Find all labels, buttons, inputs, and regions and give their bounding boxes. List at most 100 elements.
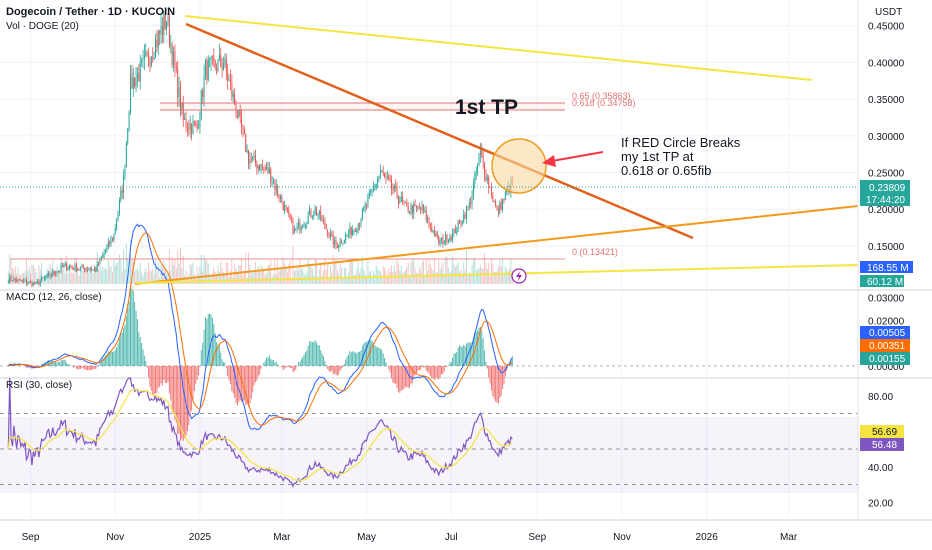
volume-bar — [434, 258, 436, 284]
macd-hist-bar — [389, 365, 391, 373]
candle-body — [275, 185, 277, 190]
candle-body — [445, 234, 447, 242]
macd-hist-bar — [470, 343, 472, 366]
macd-hist-bar — [59, 361, 61, 366]
volume-bar — [313, 275, 315, 284]
candle-body — [12, 280, 13, 282]
macd-hist-bar — [416, 365, 417, 374]
candle-body — [411, 205, 413, 214]
volume-bar — [102, 266, 104, 284]
candle-body — [273, 181, 274, 183]
macd-hist-bar — [336, 365, 338, 376]
macd-hist-bar — [123, 328, 125, 366]
yellow-upper-trendline[interactable] — [184, 15, 813, 81]
candle-body — [303, 225, 305, 227]
candle-body — [504, 191, 506, 200]
volume-bar — [425, 259, 427, 284]
volume-bar — [490, 258, 492, 284]
volume-bar — [450, 271, 452, 284]
candle-body — [38, 281, 40, 285]
chart-title: Dogecoin / Tether · 1D · KUCOIN — [6, 6, 175, 18]
macd-hist-bar — [478, 327, 480, 366]
candle-body — [395, 185, 397, 188]
macd-hist-bar — [41, 364, 43, 366]
macd-hist-bar — [109, 351, 111, 366]
macd-hist-bar — [142, 349, 144, 366]
candle-body — [109, 241, 111, 244]
candle-body — [318, 211, 320, 215]
volume-bar — [121, 271, 123, 284]
volume-bar — [375, 265, 377, 284]
candle-body — [59, 270, 61, 272]
red-circle-annotation[interactable] — [491, 138, 547, 194]
candle-body — [474, 173, 476, 184]
volume-bar — [477, 269, 479, 284]
candle-body — [192, 121, 194, 134]
macd-hist-bar — [490, 365, 492, 391]
volume-bar — [279, 268, 281, 284]
macd-hist-bar — [204, 317, 206, 366]
candle-body — [468, 202, 470, 207]
candle-body — [152, 57, 154, 59]
candle-body — [435, 232, 437, 237]
volume-bar — [91, 267, 93, 284]
candle-body — [495, 201, 497, 207]
volume-bar — [249, 264, 251, 284]
volume-bar — [132, 260, 134, 284]
macd-hist-bar — [57, 361, 59, 366]
volume-bar — [216, 274, 218, 284]
volume-bar — [203, 254, 205, 284]
yellow-lower-trendline[interactable] — [134, 264, 859, 284]
candle-body — [360, 220, 362, 226]
red-descending-trendline[interactable] — [185, 22, 694, 240]
macd-hist-bar — [127, 308, 129, 366]
candlesticks[interactable] — [7, 10, 513, 288]
volume-bar — [336, 269, 338, 284]
macd-tick-label: 0.00000 — [868, 362, 905, 373]
macd-hist-bar — [324, 360, 326, 366]
macd-hist-bar — [391, 365, 393, 379]
volume-bar — [116, 262, 118, 284]
volume-bar — [221, 267, 223, 284]
volume-bar — [138, 271, 140, 284]
volume-bar — [277, 260, 279, 284]
candle-body — [402, 196, 404, 201]
volume-bar — [496, 271, 498, 284]
macd-hist-bar — [248, 365, 250, 407]
macd-signal-badge-value: 0.00351 — [869, 341, 906, 352]
candle-body — [288, 210, 290, 214]
macd-hist-bar — [395, 365, 397, 385]
volume-bar — [495, 271, 497, 284]
volume-bar — [486, 268, 488, 284]
candle-body — [157, 31, 159, 48]
candle-body — [306, 223, 308, 225]
volume-bar — [382, 266, 384, 284]
volume-bar — [468, 272, 470, 284]
candle-body — [224, 58, 226, 65]
candle-body — [155, 40, 156, 59]
candle-body — [488, 177, 490, 188]
macd-hist-bar — [120, 332, 122, 366]
macd-hist-bar — [103, 356, 105, 366]
volume-bar — [57, 272, 59, 284]
candle-body — [80, 266, 82, 270]
countdown-badge-value: 17:44:20 — [866, 195, 905, 206]
orange-ascending-trendline[interactable] — [134, 205, 859, 285]
macd-hist-bar — [148, 365, 150, 378]
candle-body — [156, 40, 158, 48]
annotation-arrow[interactable] — [551, 151, 604, 162]
macd-hist-bar — [299, 361, 301, 366]
candle-body — [56, 272, 58, 275]
volume-bar — [81, 266, 83, 284]
macd-hist-bar — [238, 365, 240, 403]
volume-bar — [220, 261, 222, 284]
candle-body — [472, 183, 474, 195]
candle-body — [399, 201, 401, 203]
volume-bar — [25, 257, 27, 284]
volume-bar — [21, 273, 23, 284]
macd-hist-bar — [203, 329, 205, 366]
macd-hist-bar — [496, 365, 498, 403]
rsi-line — [7, 377, 513, 488]
candle-body — [266, 166, 268, 170]
